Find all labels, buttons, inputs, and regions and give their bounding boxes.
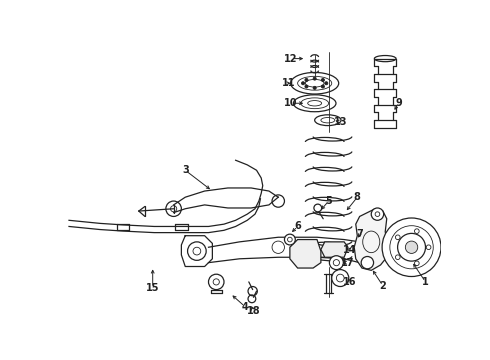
Text: 4: 4 (242, 302, 248, 311)
Circle shape (305, 85, 308, 88)
Text: 17: 17 (341, 258, 355, 267)
Circle shape (325, 82, 328, 85)
Circle shape (361, 256, 373, 269)
Circle shape (321, 85, 324, 88)
Circle shape (426, 245, 431, 249)
Text: 8: 8 (354, 192, 361, 202)
Circle shape (313, 77, 316, 80)
Polygon shape (354, 209, 388, 270)
Circle shape (415, 229, 419, 233)
Text: 7: 7 (356, 229, 363, 239)
Text: 2: 2 (379, 281, 386, 291)
Text: 9: 9 (395, 98, 402, 108)
Circle shape (305, 78, 308, 81)
Circle shape (313, 86, 316, 89)
Circle shape (371, 208, 384, 220)
Circle shape (321, 78, 324, 81)
Text: 6: 6 (294, 221, 301, 231)
Text: 15: 15 (146, 283, 159, 293)
Circle shape (285, 234, 295, 245)
Text: 13: 13 (334, 117, 347, 127)
Text: 5: 5 (325, 196, 332, 206)
Circle shape (332, 270, 349, 287)
Polygon shape (321, 242, 348, 257)
Text: 12: 12 (284, 54, 297, 64)
Text: 1: 1 (422, 277, 429, 287)
Text: 16: 16 (343, 277, 356, 287)
Circle shape (314, 204, 321, 212)
Circle shape (301, 82, 305, 85)
Circle shape (395, 255, 400, 260)
Text: 14: 14 (343, 244, 356, 255)
Circle shape (329, 256, 343, 270)
Circle shape (405, 241, 418, 253)
Text: 18: 18 (246, 306, 260, 316)
Circle shape (382, 218, 441, 276)
Circle shape (415, 261, 419, 266)
Text: 3: 3 (182, 165, 189, 175)
Polygon shape (290, 239, 321, 268)
Circle shape (395, 235, 400, 240)
Text: 11: 11 (282, 78, 295, 88)
Text: 10: 10 (284, 98, 297, 108)
